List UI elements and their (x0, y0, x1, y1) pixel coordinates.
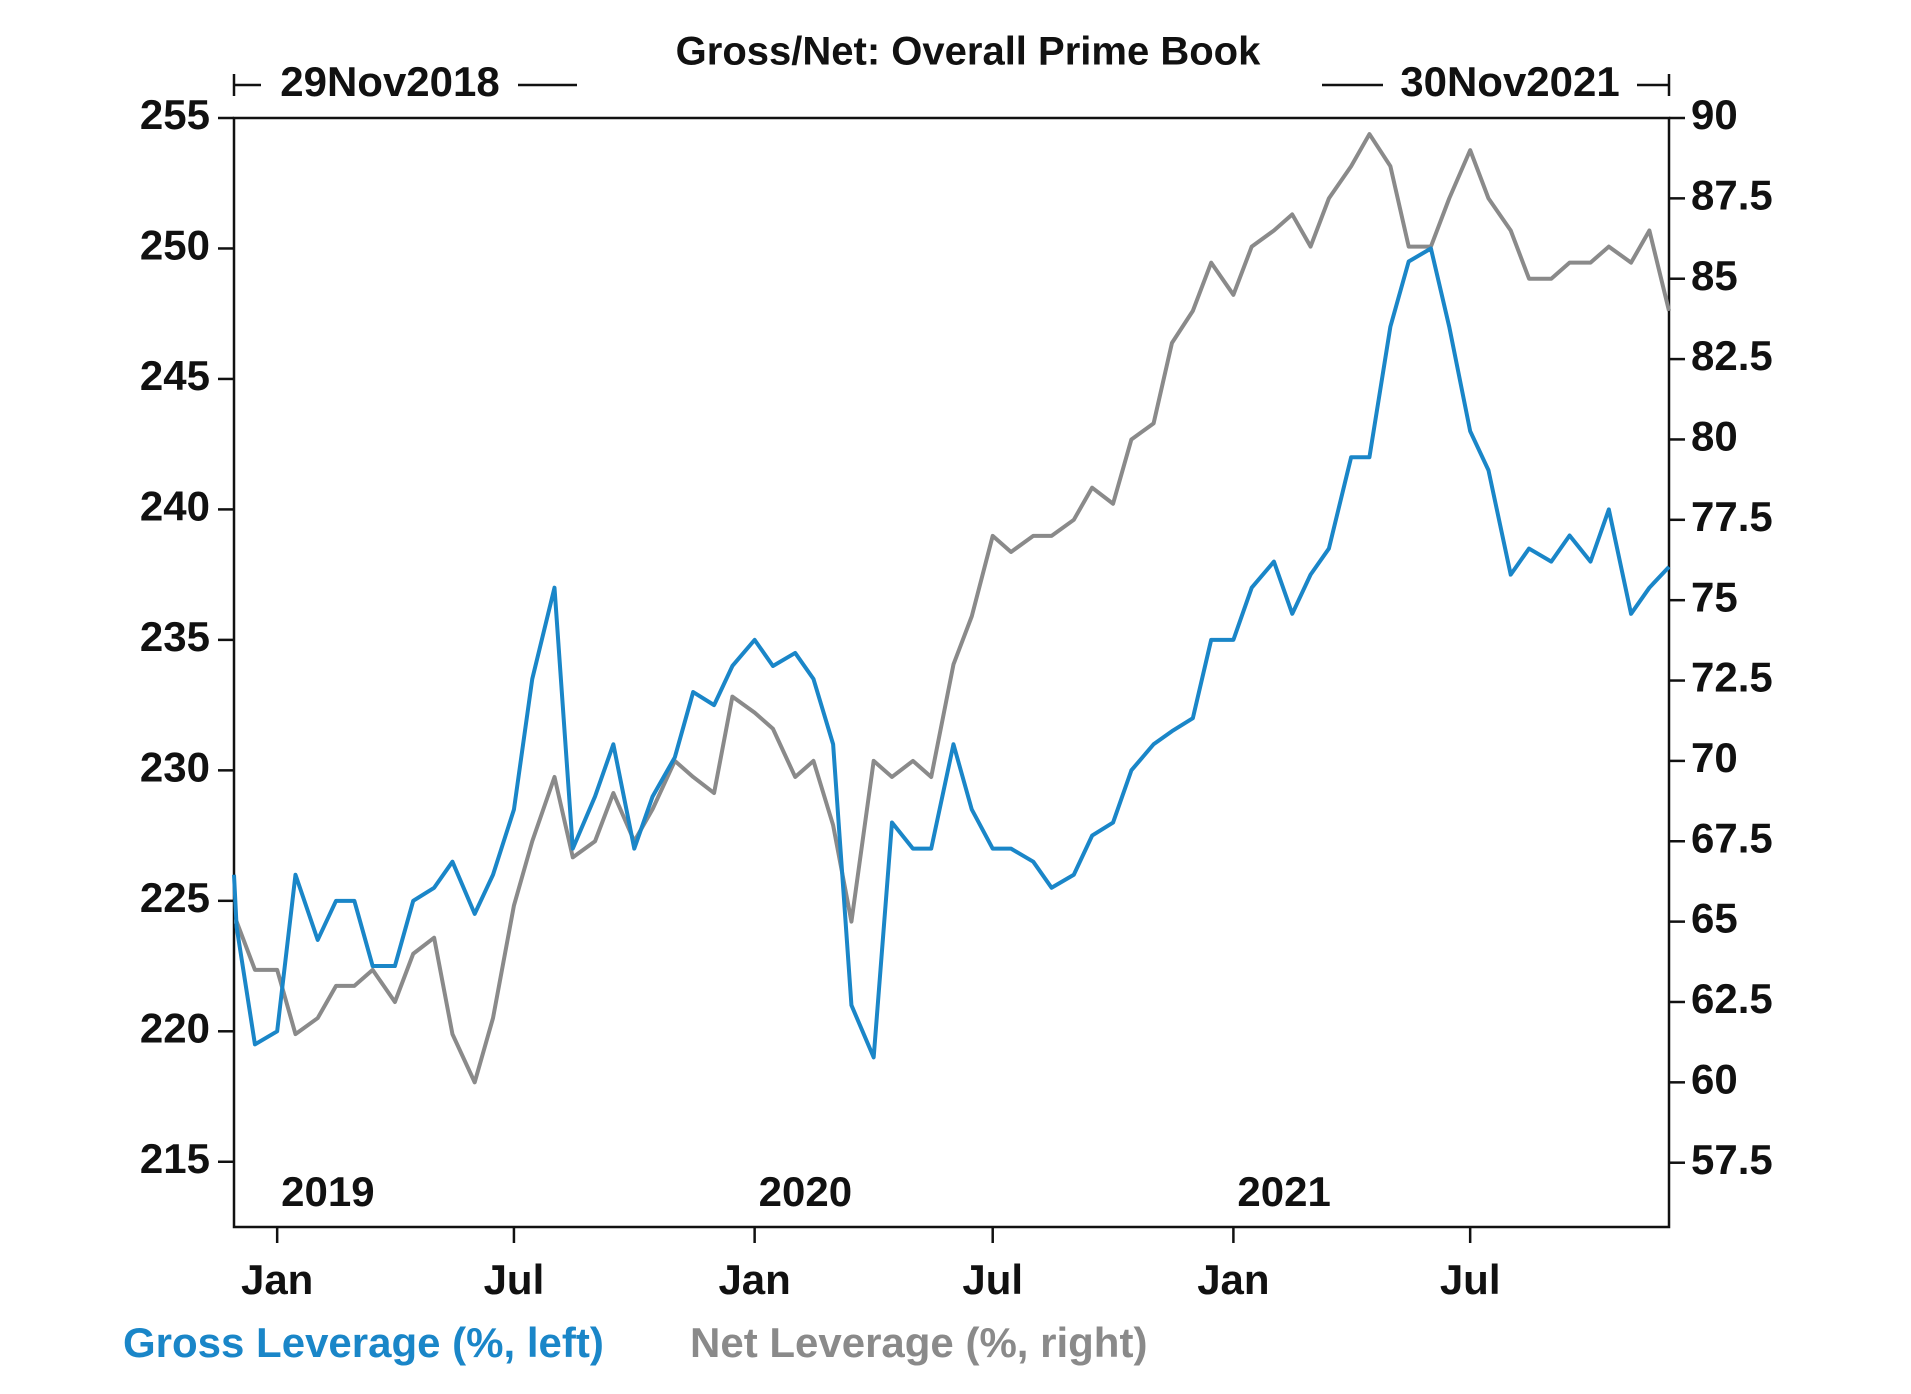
y2-tick-label: 67.5 (1691, 814, 1773, 861)
x-tick-label: Jan (241, 1256, 313, 1303)
series-line (232, 246, 1671, 1060)
y2-tick-label: 82.5 (1691, 332, 1773, 379)
start-date-label: 29Nov2018 (280, 58, 500, 105)
legend-entry: Gross Leverage (%, left) (123, 1319, 604, 1366)
end-date-label: 30Nov2021 (1400, 58, 1620, 105)
y-tick-label: 220 (140, 1004, 210, 1051)
y2-tick-label: 70 (1691, 734, 1738, 781)
chart-title: Gross/Net: Overall Prime Book (676, 30, 1261, 74)
y-tick-label: 235 (140, 613, 210, 660)
x-tick-label: Jan (718, 1256, 790, 1303)
y2-tick-label: 62.5 (1691, 975, 1773, 1022)
x-tick-label: Jul (1440, 1256, 1501, 1303)
year-label: 2020 (759, 1168, 852, 1215)
legend-entry: Net Leverage (%, right) (690, 1319, 1147, 1366)
x-tick-label: Jan (1197, 1256, 1269, 1303)
y2-tick-label: 77.5 (1691, 493, 1773, 540)
y-tick-label: 255 (140, 91, 210, 138)
y2-tick-label: 65 (1691, 895, 1738, 942)
y-tick-label: 250 (140, 222, 210, 269)
y-tick-label: 230 (140, 743, 210, 790)
y2-tick-label: 57.5 (1691, 1136, 1773, 1183)
series-line (234, 132, 1671, 1085)
y2-tick-label: 87.5 (1691, 171, 1773, 218)
range-brackets (232, 74, 1671, 96)
y-tick-label: 225 (140, 874, 210, 921)
y-tick-label: 215 (140, 1135, 210, 1182)
year-label: 2019 (281, 1168, 374, 1215)
y-tick-label: 245 (140, 352, 210, 399)
y2-tick-label: 80 (1691, 413, 1738, 460)
x-tick-label: Jul (962, 1256, 1023, 1303)
x-tick-label: Jul (484, 1256, 545, 1303)
year-label: 2021 (1237, 1168, 1330, 1215)
y-tick-label: 240 (140, 483, 210, 530)
plot-frame (232, 116, 1671, 1229)
y2-tick-label: 72.5 (1691, 654, 1773, 701)
y2-tick-label: 75 (1691, 573, 1738, 620)
y2-tick-label: 60 (1691, 1055, 1738, 1102)
y2-tick-label: 85 (1691, 252, 1738, 299)
y2-tick-label: 90 (1691, 91, 1738, 138)
